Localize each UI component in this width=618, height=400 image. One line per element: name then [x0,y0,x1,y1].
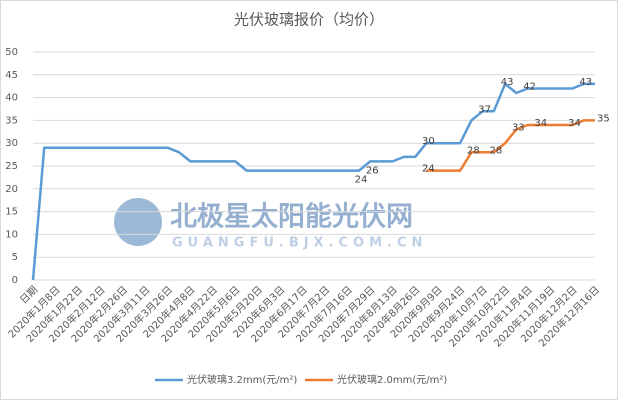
data-label: 28 [467,145,480,156]
watermark-title: 北极星太阳能光伏网 [170,201,413,233]
y-tick-label: 5 [12,252,18,263]
data-label: 24 [355,175,368,186]
y-tick-label: 40 [5,93,18,104]
legend-label: 光伏玻璃2.0mm(元/m²) [337,373,447,386]
y-tick-label: 10 [5,229,18,240]
data-label: 35 [597,113,610,124]
y-tick-label: 0 [12,275,18,286]
data-label: 42 [523,81,536,92]
data-label: 33 [512,123,525,134]
y-tick-label: 30 [5,138,18,149]
data-label: 37 [478,104,491,115]
y-tick-label: 25 [5,161,18,172]
data-label: 34 [534,118,547,129]
y-tick-label: 50 [5,47,18,58]
data-label: 43 [579,77,592,88]
data-label: 28 [489,145,502,156]
series-line [426,119,595,172]
y-tick-label: 20 [5,184,18,195]
legend-label: 光伏玻璃3.2mm(元/m²) [187,373,297,386]
series-line [31,82,595,281]
watermark-url: GUANGFU.BJX.COM.CN [172,236,427,251]
watermark-logo [114,198,162,246]
chart-title: 光伏玻璃报价（均价） [234,11,384,29]
y-tick-label: 15 [5,207,18,218]
data-label: 43 [501,77,514,88]
data-label: 30 [422,136,435,147]
data-label: 34 [568,118,581,129]
y-tick-label: 45 [5,70,18,81]
y-tick-label: 35 [5,115,18,126]
data-label: 24 [422,164,435,175]
data-label: 26 [366,165,379,176]
